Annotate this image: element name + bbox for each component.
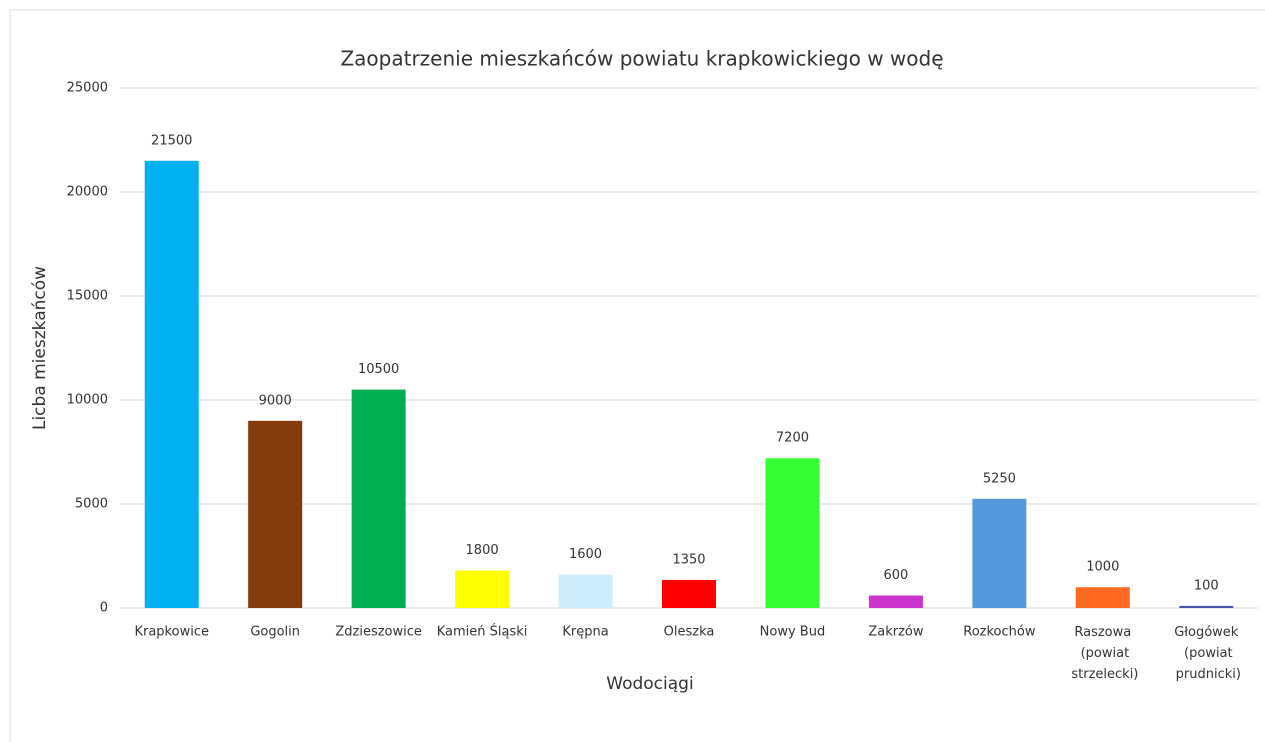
bar <box>662 579 716 608</box>
y-tick-label: 15000 <box>67 289 108 304</box>
x-tick-label: Gogolin <box>250 625 300 640</box>
data-label: 1600 <box>569 547 602 562</box>
y-tick-label: 5000 <box>75 497 108 512</box>
x-tick-label: Głogówek (powiat prudnicki) <box>1172 625 1241 682</box>
data-label: 5250 <box>983 471 1016 486</box>
data-label: 10500 <box>358 362 399 377</box>
data-label: 1000 <box>1086 560 1119 575</box>
y-tick-label: 25000 <box>67 81 108 96</box>
x-axis-label: Wodociągi <box>606 674 693 694</box>
chart-title: Zaopatrzenie mieszkańców powiatu krapkow… <box>340 47 943 71</box>
bar <box>972 498 1027 608</box>
data-label: 600 <box>883 568 908 583</box>
data-label: 9000 <box>259 393 292 408</box>
data-label: 21500 <box>151 133 192 148</box>
data-label: 100 <box>1194 578 1219 593</box>
x-tick-label: Oleszka <box>664 625 715 640</box>
bar <box>868 595 923 608</box>
y-tick-label: 0 <box>100 601 108 616</box>
x-tick-label: Nowy Bud <box>760 625 826 640</box>
bar <box>1075 587 1130 608</box>
y-axis-label: Licba mieszkańców <box>30 266 50 430</box>
bar <box>351 389 406 608</box>
data-label: 1350 <box>672 552 705 567</box>
x-tick-label: Krapkowice <box>134 625 209 640</box>
x-tick-label: Krępna <box>562 625 608 640</box>
data-label: 7200 <box>776 431 809 446</box>
x-tick-label: Kamień Śląski <box>437 624 528 640</box>
x-tick-label: Raszowa (powiat strzelecki) <box>1067 625 1138 682</box>
x-tick-label: Zdzieszowice <box>335 625 422 640</box>
bar <box>558 574 613 608</box>
frame <box>9 9 1265 742</box>
x-tick-label: Rozkochów <box>963 625 1036 640</box>
bar <box>455 570 510 608</box>
data-label: 1800 <box>466 543 499 558</box>
x-tick-label: Zakrzów <box>868 625 924 640</box>
y-tick-label: 20000 <box>67 185 108 200</box>
y-tick-label: 10000 <box>67 393 108 408</box>
bar <box>248 420 303 608</box>
bar <box>765 458 820 608</box>
bar <box>1179 605 1234 608</box>
bar <box>144 160 199 609</box>
